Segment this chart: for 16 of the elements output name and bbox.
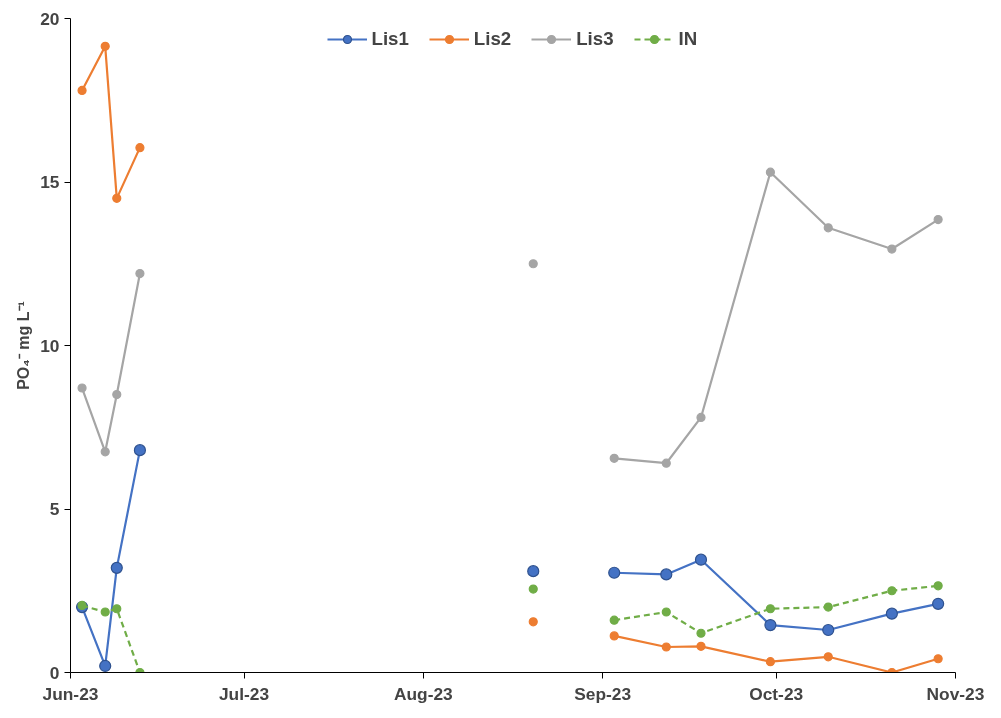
y-tick-label: 5 [49,499,60,519]
legend-label: Lis1 [371,28,409,50]
x-tick-label: Nov-23 [926,683,985,704]
x-tick-label: Jul-23 [218,683,270,704]
y-tick-label: 10 [40,335,60,356]
x-tick-label: Aug-23 [393,683,454,704]
x-tick-label: Sep-23 [574,683,632,704]
legend-label: Lis2 [473,28,512,50]
y-tick-label: 0 [49,662,60,683]
x-tick-label: Jun-23 [42,683,99,704]
y-axis-title: PO₄⁻ mg L⁻¹ [15,301,33,390]
y-tick-label: 15 [40,172,60,192]
legend-label: Lis3 [576,28,614,50]
legend-label: IN [678,28,699,50]
x-tick-label: Oct-23 [749,683,804,704]
y-tick-label: 20 [40,8,60,29]
